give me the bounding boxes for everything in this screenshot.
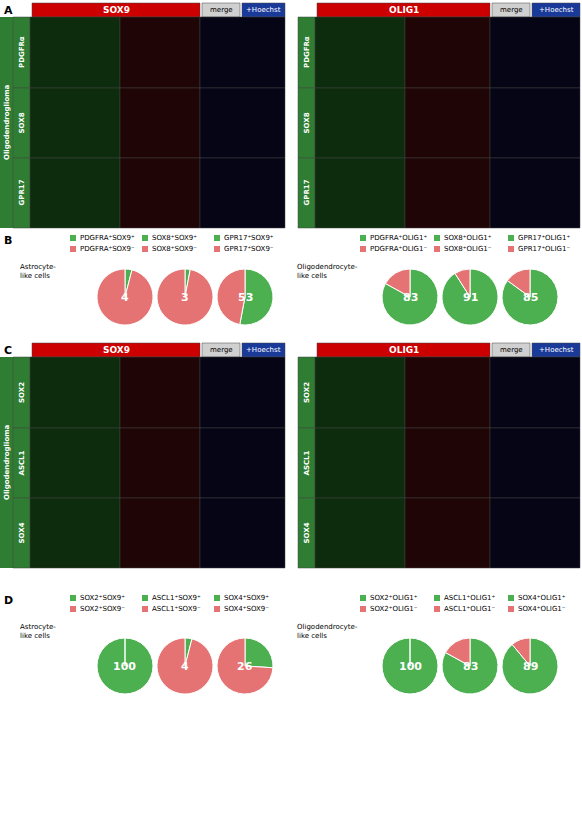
svg-text:89: 89 <box>523 660 538 673</box>
svg-text:100: 100 <box>113 660 136 673</box>
svg-text:ASCL1⁺SOX9⁻: ASCL1⁺SOX9⁻ <box>152 605 201 613</box>
svg-text:ASCL1: ASCL1 <box>18 450 26 475</box>
svg-text:ASCL1⁺OLIG1⁺: ASCL1⁺OLIG1⁺ <box>444 594 496 602</box>
svg-text:GPR17⁺OLIG1⁺: GPR17⁺OLIG1⁺ <box>518 234 570 242</box>
svg-text:4: 4 <box>181 660 189 673</box>
svg-text:83: 83 <box>403 291 418 304</box>
svg-text:ASCL1⁺OLIG1⁻: ASCL1⁺OLIG1⁻ <box>444 605 496 613</box>
svg-text:merge: merge <box>210 6 233 14</box>
svg-text:PDGFRA⁺OLIG1⁻: PDGFRA⁺OLIG1⁻ <box>370 245 427 253</box>
svg-text:SOX8⁺OLIG1⁻: SOX8⁺OLIG1⁻ <box>444 245 492 253</box>
svg-text:Oligodendroglioma: Oligodendroglioma <box>3 85 11 160</box>
svg-text:Oligodendrocyte-like cells: Oligodendrocyte-like cells <box>297 263 358 280</box>
svg-text:+Hoechst: +Hoechst <box>539 6 574 14</box>
svg-text:A: A <box>4 4 13 17</box>
svg-text:merge: merge <box>500 346 523 354</box>
svg-text:SOX4: SOX4 <box>303 522 311 543</box>
svg-text:SOX4⁺SOX9⁻: SOX4⁺SOX9⁻ <box>224 605 269 613</box>
svg-text:PDGFRα: PDGFRα <box>18 36 26 68</box>
svg-text:Oligodendroglioma: Oligodendroglioma <box>3 425 11 500</box>
svg-text:SOX2⁺SOX9⁺: SOX2⁺SOX9⁺ <box>80 594 125 602</box>
svg-text:SOX4⁺OLIG1⁺: SOX4⁺OLIG1⁺ <box>518 594 566 602</box>
svg-text:Astrocyte-like cells: Astrocyte-like cells <box>20 623 56 640</box>
svg-text:SOX9: SOX9 <box>103 345 130 355</box>
svg-text:C: C <box>4 344 12 357</box>
svg-text:SOX4: SOX4 <box>18 522 26 543</box>
svg-text:SOX8: SOX8 <box>303 112 311 133</box>
svg-text:GPR17: GPR17 <box>18 179 26 205</box>
svg-text:GPR17: GPR17 <box>303 179 311 205</box>
svg-text:+Hoechst: +Hoechst <box>246 346 281 354</box>
svg-text:SOX2: SOX2 <box>303 382 311 403</box>
svg-text:SOX2⁺OLIG1⁺: SOX2⁺OLIG1⁺ <box>370 594 418 602</box>
svg-text:4: 4 <box>121 291 129 304</box>
svg-text:GPR17⁺SOX9⁻: GPR17⁺SOX9⁻ <box>224 245 274 253</box>
svg-text:+Hoechst: +Hoechst <box>246 6 281 14</box>
svg-text:SOX2⁺SOX9⁻: SOX2⁺SOX9⁻ <box>80 605 125 613</box>
svg-text:ASCL1⁺SOX9⁺: ASCL1⁺SOX9⁺ <box>152 594 201 602</box>
svg-text:B: B <box>4 234 12 247</box>
svg-text:83: 83 <box>463 660 478 673</box>
svg-text:SOX4⁺SOX9⁺: SOX4⁺SOX9⁺ <box>224 594 269 602</box>
svg-text:Oligodendrocyte-like cells: Oligodendrocyte-like cells <box>297 623 358 640</box>
svg-text:SOX2: SOX2 <box>18 382 26 403</box>
svg-text:100: 100 <box>399 660 422 673</box>
svg-text:SOX4⁺OLIG1⁻: SOX4⁺OLIG1⁻ <box>518 605 566 613</box>
svg-text:26: 26 <box>237 660 253 673</box>
svg-text:SOX8⁺SOX9⁺: SOX8⁺SOX9⁺ <box>152 234 197 242</box>
svg-text:SOX9: SOX9 <box>103 5 130 15</box>
svg-text:OLIG1: OLIG1 <box>389 345 419 355</box>
svg-text:SOX8⁺OLIG1⁺: SOX8⁺OLIG1⁺ <box>444 234 492 242</box>
svg-text:85: 85 <box>523 291 538 304</box>
svg-text:GPR17⁺SOX9⁺: GPR17⁺SOX9⁺ <box>224 234 274 242</box>
svg-text:merge: merge <box>210 346 233 354</box>
svg-text:3: 3 <box>181 291 189 304</box>
svg-text:+Hoechst: +Hoechst <box>539 346 574 354</box>
svg-text:ASCL1: ASCL1 <box>303 450 311 475</box>
svg-text:53: 53 <box>238 291 253 304</box>
svg-text:SOX8⁺SOX9⁻: SOX8⁺SOX9⁻ <box>152 245 197 253</box>
svg-text:GPR17⁺OLIG1⁻: GPR17⁺OLIG1⁻ <box>518 245 570 253</box>
svg-text:D: D <box>4 594 13 607</box>
svg-text:PDGFRA⁺OLIG1⁺: PDGFRA⁺OLIG1⁺ <box>370 234 427 242</box>
svg-text:91: 91 <box>463 291 478 304</box>
svg-text:PDGFRA⁺SOX9⁺: PDGFRA⁺SOX9⁺ <box>80 234 135 242</box>
svg-text:SOX2⁺OLIG1⁻: SOX2⁺OLIG1⁻ <box>370 605 418 613</box>
svg-text:PDGFRA⁺SOX9⁻: PDGFRA⁺SOX9⁻ <box>80 245 135 253</box>
svg-text:SOX8: SOX8 <box>18 112 26 133</box>
svg-text:Astrocyte-like cells: Astrocyte-like cells <box>20 263 56 280</box>
svg-text:OLIG1: OLIG1 <box>389 5 419 15</box>
svg-text:merge: merge <box>500 6 523 14</box>
svg-text:PDGFRα: PDGFRα <box>303 36 311 68</box>
